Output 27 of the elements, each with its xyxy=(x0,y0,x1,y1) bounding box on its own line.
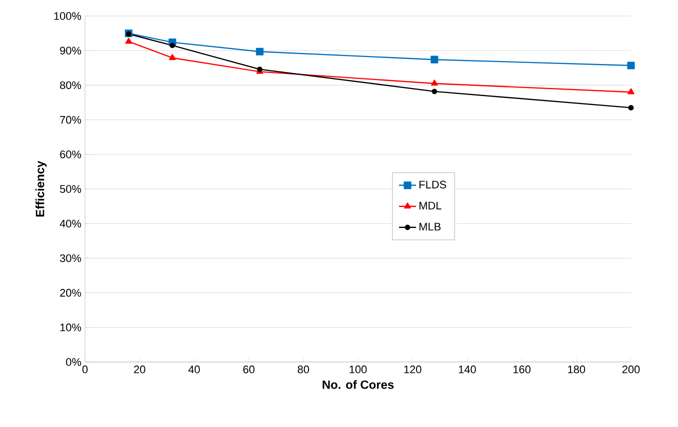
y-tick-label: 100% xyxy=(54,12,82,20)
x-tick-label: 180 xyxy=(568,366,586,374)
y-tick-label: 40% xyxy=(60,220,82,228)
x-tick-label: 80 xyxy=(298,366,310,374)
x-tick-label: 20 xyxy=(134,366,146,374)
x-tick-label: 160 xyxy=(513,366,531,374)
y-tick-label: 70% xyxy=(60,116,82,124)
y-tick-label: 80% xyxy=(60,81,82,90)
x-axis-title: No. of Cores xyxy=(322,380,394,389)
x-tick-label: 40 xyxy=(188,366,200,374)
y-tick-label: 30% xyxy=(60,254,82,262)
x-tick-label: 200 xyxy=(622,366,640,374)
legend-label: MLB xyxy=(420,222,441,230)
y-tick-label: 50% xyxy=(60,185,82,193)
x-tick-label: 100 xyxy=(350,366,367,374)
y-tick-label: 0% xyxy=(66,358,82,366)
y-tick-label: 10% xyxy=(60,324,82,332)
x-tick-label: 60 xyxy=(243,366,254,374)
x-tick-label: 0 xyxy=(82,366,88,374)
y-tick-label: 90% xyxy=(60,46,82,54)
x-tick-label: 120 xyxy=(404,366,422,374)
x-tick-label: 140 xyxy=(458,366,476,374)
legend-label: FLDS xyxy=(420,180,446,188)
y-tick-label: 20% xyxy=(60,288,82,297)
legend-label: MDL xyxy=(420,202,442,210)
y-axis-title: Efficiency xyxy=(35,160,47,216)
y-tick-label: 60% xyxy=(60,150,82,158)
